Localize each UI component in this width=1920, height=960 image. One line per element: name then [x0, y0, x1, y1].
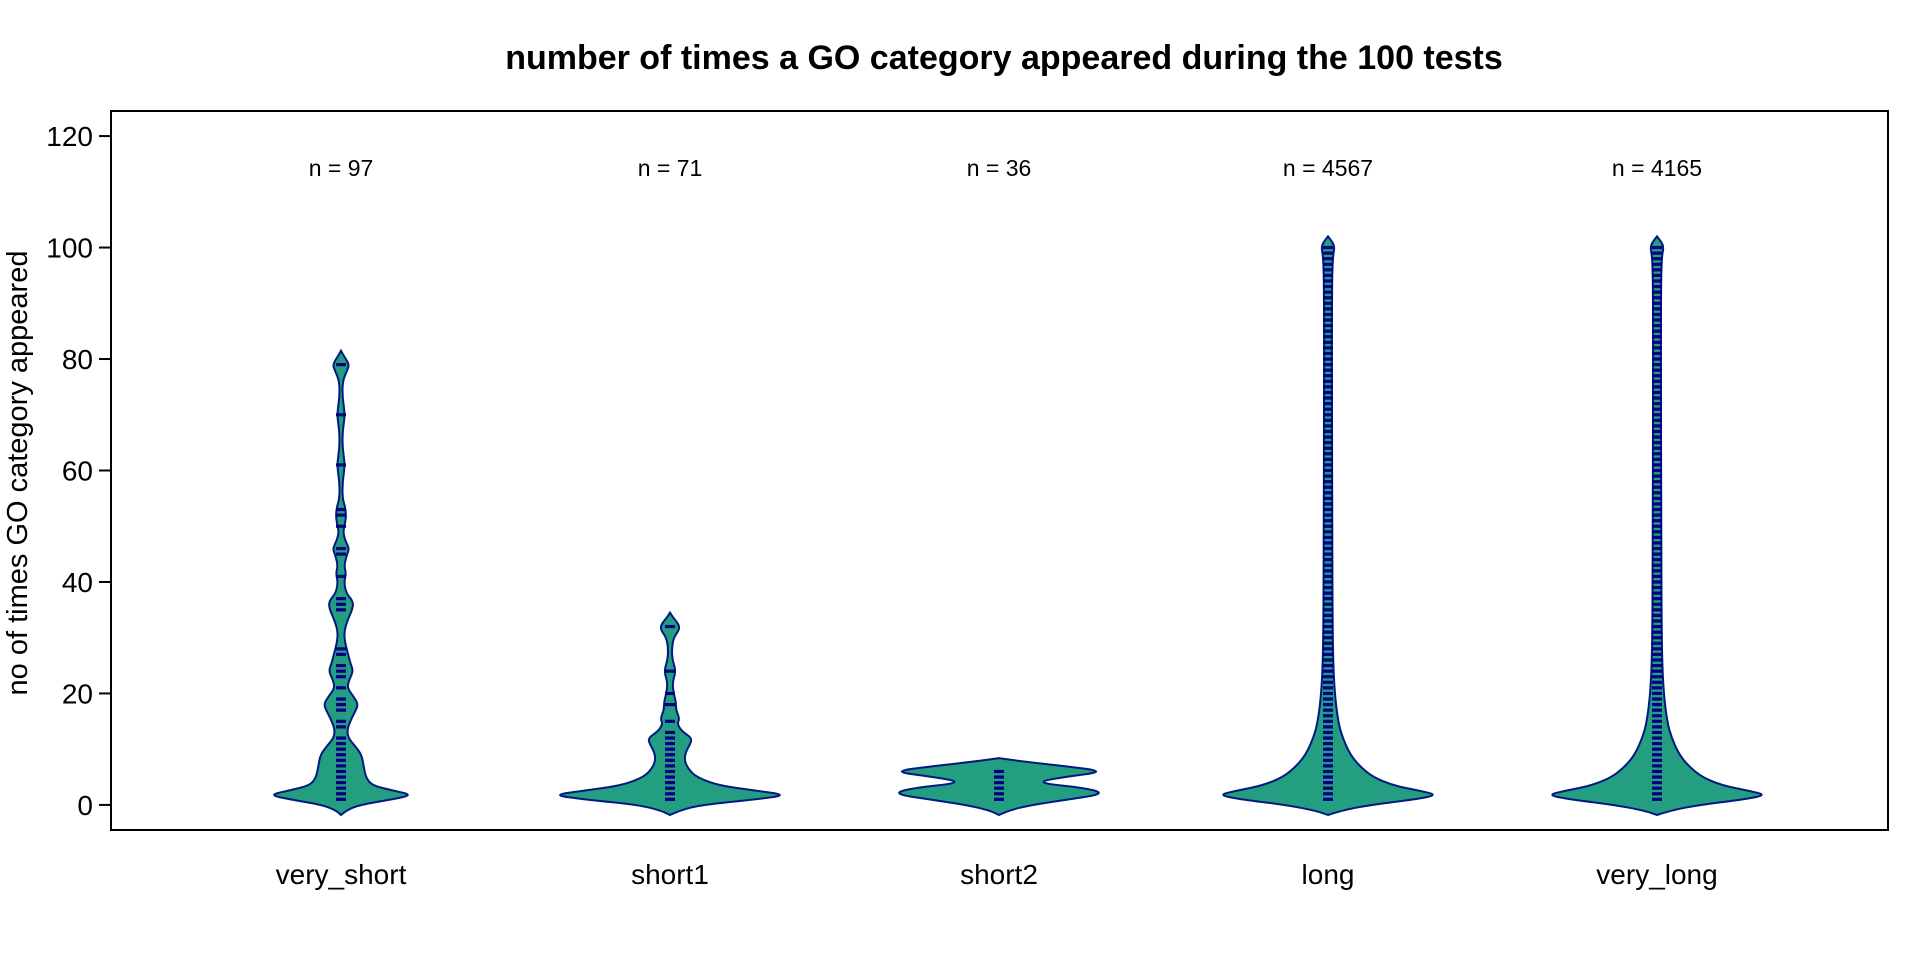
- n-label: n = 36: [967, 155, 1032, 181]
- sample-size-labels: n = 97 n = 71 n = 36 n = 4567 n = 4165: [309, 155, 1702, 181]
- x-tick-label: long: [1302, 859, 1355, 890]
- violin-very_short: [273, 348, 409, 817]
- violins: [273, 234, 1763, 817]
- n-label: n = 4567: [1283, 155, 1373, 181]
- violin-short1: [559, 610, 781, 817]
- y-tick-label: 100: [46, 233, 93, 264]
- x-axis: very_short short1 short2 long very_long: [276, 859, 1718, 890]
- n-label: n = 97: [309, 155, 374, 181]
- y-tick-label: 0: [77, 790, 93, 821]
- x-tick-label: short1: [631, 859, 709, 890]
- violin-body: [898, 757, 1100, 817]
- chart-title: number of times a GO category appeared d…: [505, 39, 1503, 77]
- y-tick-label: 60: [62, 456, 93, 487]
- x-tick-label: very_long: [1596, 859, 1717, 890]
- violin-body: [273, 348, 409, 817]
- n-label: n = 71: [638, 155, 703, 181]
- plot-frame: [110, 110, 1889, 831]
- x-tick-label: very_short: [276, 859, 407, 890]
- x-tick-label: short2: [960, 859, 1038, 890]
- y-tick-label: 80: [62, 344, 93, 375]
- y-tick-label: 40: [62, 567, 93, 598]
- violin-body: [559, 610, 781, 817]
- violin-very_long: [1551, 234, 1763, 817]
- y-axis-label: no of times GO category appeared: [2, 251, 34, 696]
- y-tick-label: 120: [46, 121, 93, 152]
- violin-long: [1222, 234, 1434, 817]
- y-tick-label: 20: [62, 678, 93, 709]
- n-label: n = 4165: [1612, 155, 1702, 181]
- violin-short2: [898, 757, 1100, 817]
- y-axis: 0 20 40 60 80 100 120: [46, 121, 111, 821]
